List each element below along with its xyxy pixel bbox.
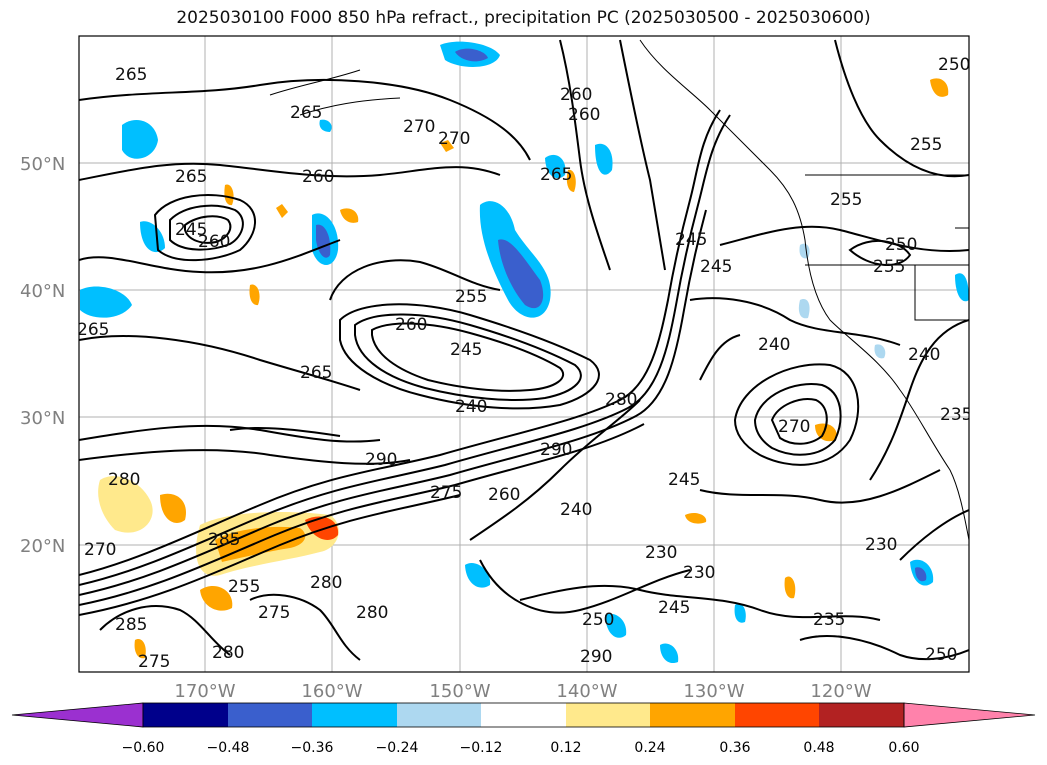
colorbar-tick-label: −0.24: [376, 740, 419, 756]
lat-label: 50°N: [20, 154, 65, 175]
colorbar-tick-label: 0.36: [719, 740, 750, 756]
contour-label: 285: [208, 530, 240, 550]
colorbar-segment: [650, 703, 735, 727]
lon-label: 120°W: [810, 681, 871, 702]
contour-label: 260: [568, 105, 600, 125]
precip-negative-shading: [80, 41, 969, 664]
colorbar-tick-label: −0.12: [460, 740, 503, 756]
contour-label: 290: [540, 440, 572, 460]
contour-label: 250: [885, 235, 917, 255]
colorbar-extend-max: [903, 702, 1036, 728]
contour-label: 255: [228, 577, 260, 597]
longitude-labels: 170°W 160°W 150°W 140°W 130°W 120°W: [174, 681, 871, 702]
contour-label: 285: [115, 615, 147, 635]
contour-label: 280: [356, 603, 388, 623]
contour-label: 245: [668, 470, 700, 490]
lon-label: 130°W: [683, 681, 744, 702]
contour-label: 240: [455, 397, 487, 417]
contour-label: 280: [108, 470, 140, 490]
contour-label: 245: [658, 598, 690, 618]
colorbar-segment: [735, 703, 819, 727]
contour-label: 270: [438, 129, 470, 149]
lat-label: 20°N: [20, 536, 65, 557]
contour-label: 265: [77, 320, 109, 340]
contour-label: 260: [560, 85, 592, 105]
refractivity-contours: [79, 39, 969, 661]
contour-label: 255: [910, 135, 942, 155]
contour-label: 275: [430, 483, 462, 503]
lon-label: 150°W: [429, 681, 490, 702]
contour-label: 280: [605, 390, 637, 410]
contour-label: 260: [395, 315, 427, 335]
contour-label: 250: [925, 645, 957, 665]
contour-label: 280: [310, 573, 342, 593]
colorbar-tick-label: −0.36: [291, 740, 334, 756]
contour-label: 290: [365, 450, 397, 470]
contour-label: 265: [300, 363, 332, 383]
contour-label: 230: [683, 563, 715, 583]
contour-label: 265: [540, 165, 572, 185]
contour-label: 280: [212, 643, 244, 663]
colorbar-tick-label: 0.48: [803, 740, 834, 756]
colorbar-segment: [312, 703, 397, 727]
contour-label: 230: [645, 543, 677, 563]
contour-label: 265: [175, 167, 207, 187]
contour-label: 240: [908, 345, 940, 365]
contour-label: 235: [813, 610, 845, 630]
colorbar-tick-label: 0.60: [888, 740, 919, 756]
contour-label: 240: [758, 335, 790, 355]
colorbar-tick-label: 0.12: [550, 740, 581, 756]
contour-label: 260: [302, 167, 334, 187]
lon-label: 140°W: [556, 681, 617, 702]
lon-label: 170°W: [174, 681, 235, 702]
colorbar-segment: [819, 703, 904, 727]
contour-label: 275: [138, 652, 170, 672]
latitude-labels: 50°N 40°N 30°N 20°N: [20, 154, 65, 557]
coastlines: [269, 39, 969, 541]
colorbar-extend-min: [11, 702, 144, 728]
colorbar: [11, 702, 1036, 728]
colorbar-tick-label: −0.60: [122, 740, 165, 756]
contour-label: 235: [940, 405, 972, 425]
colorbar-segment: [481, 703, 566, 727]
map-title: 2025030100 F000 850 hPa refract., precip…: [176, 8, 871, 28]
contour-label: 255: [873, 257, 905, 277]
contour-label: 245: [175, 220, 207, 240]
contour-label: 260: [488, 485, 520, 505]
contour-label: 265: [115, 65, 147, 85]
lon-label: 160°W: [301, 681, 362, 702]
contour-label: 290: [580, 647, 612, 667]
contour-label: 255: [830, 190, 862, 210]
map-frame: [78, 35, 970, 673]
contour-label: 245: [450, 340, 482, 360]
contour-label: 250: [938, 55, 970, 75]
contour-label: 270: [778, 417, 810, 437]
colorbar-tick-label: −0.48: [207, 740, 250, 756]
colorbar-tick-label: 0.24: [634, 740, 665, 756]
contour-label: 245: [700, 257, 732, 277]
contour-label: 245: [675, 230, 707, 250]
lat-label: 40°N: [20, 281, 65, 302]
contour-label: 230: [865, 535, 897, 555]
contour-label: 270: [403, 117, 435, 137]
contour-label: 260: [198, 232, 230, 252]
colorbar-segment: [566, 703, 650, 727]
colorbar-tick-labels: −0.60 −0.48 −0.36 −0.24 −0.12 0.12 0.24 …: [122, 740, 920, 756]
colorbar-segment: [143, 703, 228, 727]
contour-label: 270: [84, 540, 116, 560]
lat-label: 30°N: [20, 408, 65, 429]
colorbar-segment: [228, 703, 312, 727]
contour-label: 275: [258, 603, 290, 623]
precip-positive-shading: [98, 78, 949, 659]
colorbar-outline: [142, 702, 905, 728]
contour-label: 255: [455, 287, 487, 307]
contour-label: 250: [582, 610, 614, 630]
contour-label: 265: [290, 103, 322, 123]
map-area: [79, 36, 969, 672]
contour-labels: 265 265 270 270 260 265 260 255 255 265 …: [77, 55, 972, 672]
colorbar-segment: [397, 703, 481, 727]
contour-label: 240: [560, 500, 592, 520]
